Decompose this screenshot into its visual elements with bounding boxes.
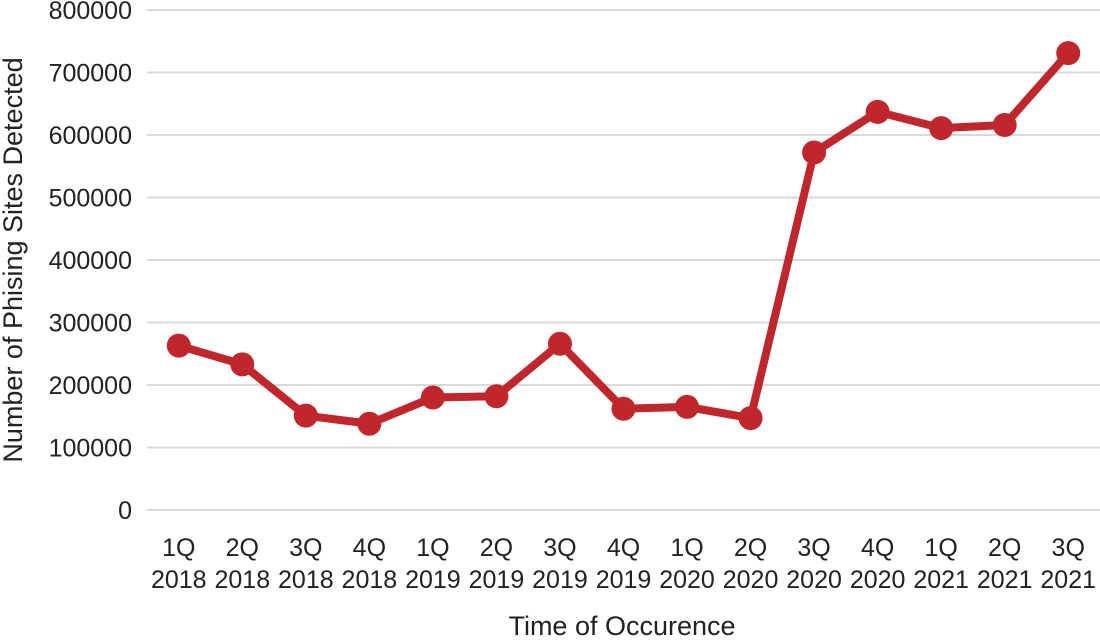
y-axis-ticks: 0 100000 200000 300000 400000 500000 600000 700… bbox=[49, 0, 132, 525]
x-tick-label: 3Q bbox=[1052, 534, 1085, 562]
x-tick-label: 2021 bbox=[913, 566, 969, 594]
x-tick-label: 4Q bbox=[861, 534, 894, 562]
x-tick-label: 2020 bbox=[786, 566, 842, 594]
y-axis-label: Number of Phising Sites Detected bbox=[0, 57, 28, 462]
x-tick-label: 2019 bbox=[596, 566, 652, 594]
y-tick-label: 0 bbox=[118, 497, 132, 525]
x-axis-ticks: 1Q 2018 2Q 2018 3Q 2018 4Q 2018 1Q 2019 2Q 2019 3Q 20… bbox=[151, 534, 1096, 594]
data-point bbox=[420, 385, 445, 410]
x-tick-label: 2020 bbox=[659, 566, 715, 594]
data-point bbox=[484, 384, 509, 409]
data-point bbox=[166, 333, 191, 358]
x-tick-label: 3Q bbox=[543, 534, 576, 562]
y-tick-label: 700000 bbox=[49, 60, 132, 88]
data-point bbox=[1056, 41, 1081, 66]
x-tick-label: 1Q bbox=[416, 534, 449, 562]
data-point bbox=[547, 331, 572, 356]
x-tick-label: 2Q bbox=[480, 534, 513, 562]
x-tick-label: 4Q bbox=[353, 534, 386, 562]
data-point bbox=[929, 116, 954, 141]
y-tick-label: 500000 bbox=[49, 185, 132, 213]
series-line-path bbox=[177, 50, 1072, 428]
data-point bbox=[230, 352, 255, 377]
x-tick-label: 1Q bbox=[162, 534, 195, 562]
y-tick-label: 800000 bbox=[49, 0, 132, 25]
data-point bbox=[675, 394, 700, 419]
x-tick-label: 2019 bbox=[405, 566, 461, 594]
y-tick-label: 100000 bbox=[49, 435, 132, 463]
x-tick-label: 4Q bbox=[607, 534, 640, 562]
x-tick-label: 2021 bbox=[1040, 566, 1096, 594]
x-tick-label: 2Q bbox=[988, 534, 1021, 562]
x-tick-label: 2018 bbox=[151, 566, 207, 594]
x-tick-label: 2Q bbox=[226, 534, 259, 562]
y-tick-label: 600000 bbox=[49, 122, 132, 150]
y-tick-label: 200000 bbox=[49, 372, 132, 400]
gridlines bbox=[147, 9, 1100, 511]
x-tick-label: 2018 bbox=[278, 566, 334, 594]
x-tick-label: 3Q bbox=[289, 534, 322, 562]
y-tick-label: 400000 bbox=[49, 247, 132, 275]
x-tick-label: 1Q bbox=[924, 534, 957, 562]
data-point bbox=[357, 411, 382, 436]
series-line bbox=[166, 41, 1081, 436]
x-tick-label: 3Q bbox=[797, 534, 830, 562]
x-tick-label: 1Q bbox=[670, 534, 703, 562]
x-tick-label: 2019 bbox=[532, 566, 588, 594]
x-tick-label: 2018 bbox=[214, 566, 270, 594]
data-point bbox=[293, 403, 318, 428]
data-point bbox=[738, 406, 763, 431]
x-tick-label: 2018 bbox=[342, 566, 398, 594]
data-point bbox=[611, 396, 636, 421]
x-tick-label: 2020 bbox=[723, 566, 779, 594]
data-point bbox=[992, 113, 1017, 137]
data-point bbox=[865, 99, 890, 124]
x-tick-label: 2019 bbox=[469, 566, 525, 594]
x-tick-label: 2020 bbox=[850, 566, 906, 594]
x-tick-label: 2Q bbox=[734, 534, 767, 562]
x-tick-label: 2021 bbox=[977, 566, 1033, 594]
y-tick-label: 300000 bbox=[49, 310, 132, 338]
x-axis-label: Time of Occurence bbox=[508, 611, 735, 639]
data-point bbox=[802, 140, 827, 165]
